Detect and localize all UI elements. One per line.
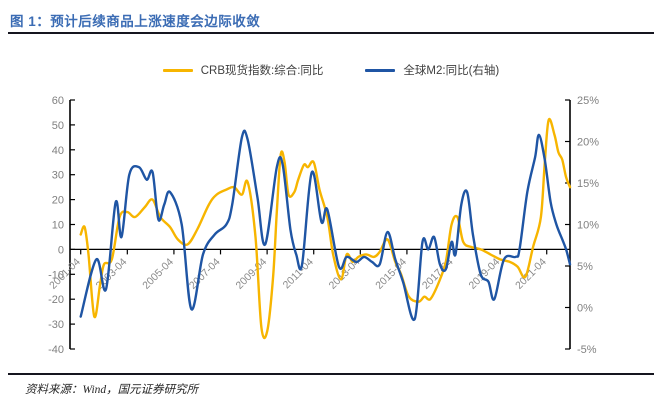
title-divider [8, 32, 654, 34]
crb-line-swatch [162, 68, 193, 72]
legend-label-m2: 全球M2:同比(右轴) [403, 65, 500, 77]
left-axis-label: 20 [52, 195, 64, 207]
left-axis-label: 10 [52, 220, 64, 232]
right-axis-label: 15% [577, 178, 599, 190]
legend-item-crb: CRB现货指数:综合:同比 [162, 62, 324, 78]
crb-series-line [79, 117, 572, 340]
left-axis-label: -10 [48, 269, 64, 281]
legend-item-m2: 全球M2:同比(右轴) [365, 62, 499, 78]
x-axis-label: 2007-04 [187, 256, 223, 292]
left-axis-label: 60 [52, 95, 64, 107]
left-axis-label: -20 [48, 294, 64, 306]
source-note: 资料来源：Wind，国元证券研究所 [25, 384, 199, 396]
left-axis-label: 0 [58, 244, 64, 256]
left-axis-label: 40 [52, 145, 64, 157]
left-axis-label: 50 [52, 120, 64, 132]
left-axis-label: -40 [48, 344, 64, 356]
legend-label-crb: CRB现货指数:综合:同比 [200, 65, 324, 77]
right-axis-label: 25% [577, 95, 599, 107]
chart-legend: CRB现货指数:综合:同比 全球M2:同比(右轴) [0, 62, 662, 78]
left-axis-label: 30 [52, 170, 64, 182]
right-axis-label: 0% [577, 303, 593, 315]
right-axis-label: 10% [577, 220, 599, 232]
right-axis-label: 20% [577, 137, 599, 149]
x-axis-label: 2005-04 [140, 256, 176, 292]
x-axis-label: 2009-04 [233, 256, 269, 292]
right-axis-label: -5% [577, 344, 597, 356]
left-axis-label: -30 [48, 319, 64, 331]
m2-line-swatch [365, 68, 396, 72]
footer-divider [8, 373, 654, 375]
right-axis-label: 5% [577, 261, 593, 273]
m2-series-line [79, 129, 572, 322]
figure-title: 图 1：预计后续商品上涨速度会边际收敛 [10, 14, 261, 29]
